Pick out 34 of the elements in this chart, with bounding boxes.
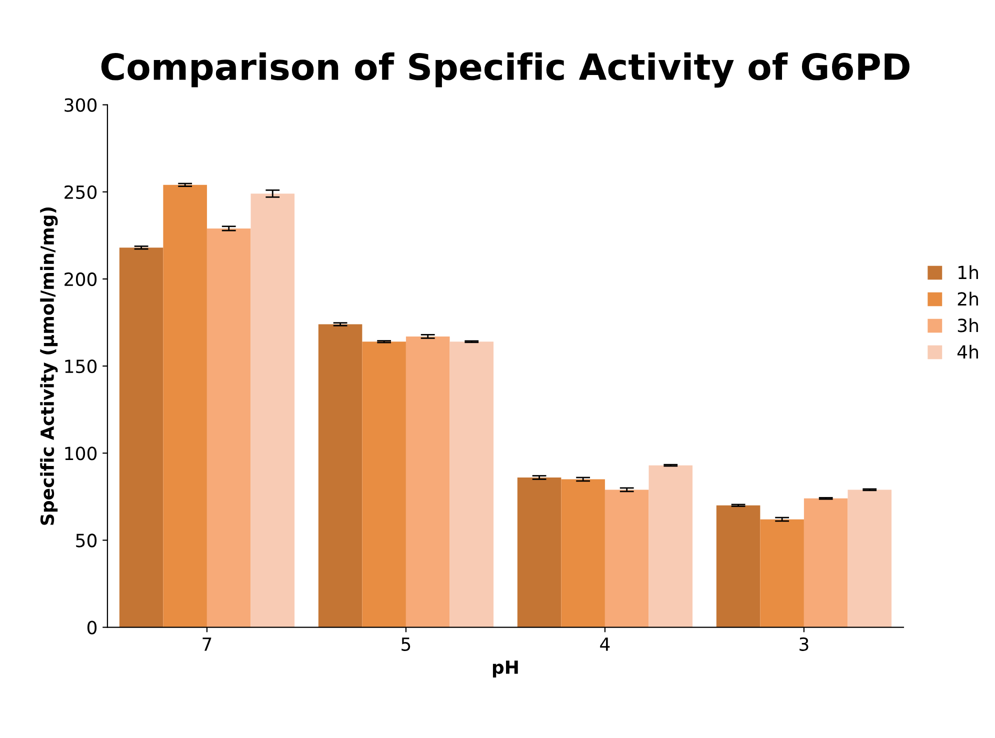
y-tick-label: 100: [65, 446, 97, 460]
x-tick-label: 5: [402, 638, 410, 651]
bar: [848, 490, 892, 628]
y-tick-label: 300: [64, 98, 97, 112]
y-tick-label: 0: [87, 620, 97, 634]
bar: [760, 519, 804, 628]
bar: [517, 478, 562, 628]
x-tick-label: 7: [202, 638, 212, 651]
x-tick-label: 4: [600, 638, 610, 651]
bar: [250, 194, 295, 628]
legend-label: 4h: [957, 344, 978, 359]
y-axis-title: Specific Activity (µmol/min/mg): [40, 207, 58, 525]
bar: [648, 465, 693, 628]
bar: [206, 228, 251, 628]
y-tick-label: 250: [64, 185, 97, 199]
bar: [318, 324, 362, 628]
bar: [561, 479, 605, 628]
chart-title: Comparison of Specific Activity of G6PD: [101, 52, 910, 88]
bar: [362, 342, 406, 628]
bar: [804, 498, 848, 628]
x-axis-title: pH: [492, 660, 518, 678]
legend-label: 3h: [958, 318, 978, 332]
y-tick-label: 200: [64, 272, 97, 286]
x-tick-label: 3: [800, 637, 808, 651]
bar: [716, 505, 760, 628]
bar: [119, 248, 164, 628]
legend-label: 2h: [958, 292, 978, 306]
legend-label: 1h: [958, 265, 978, 280]
y-tick-label: 150: [65, 360, 97, 374]
bar: [450, 342, 494, 628]
bar: [163, 184, 207, 628]
y-tick-label: 50: [76, 534, 97, 548]
bar: [604, 490, 649, 628]
bar: [406, 336, 450, 628]
